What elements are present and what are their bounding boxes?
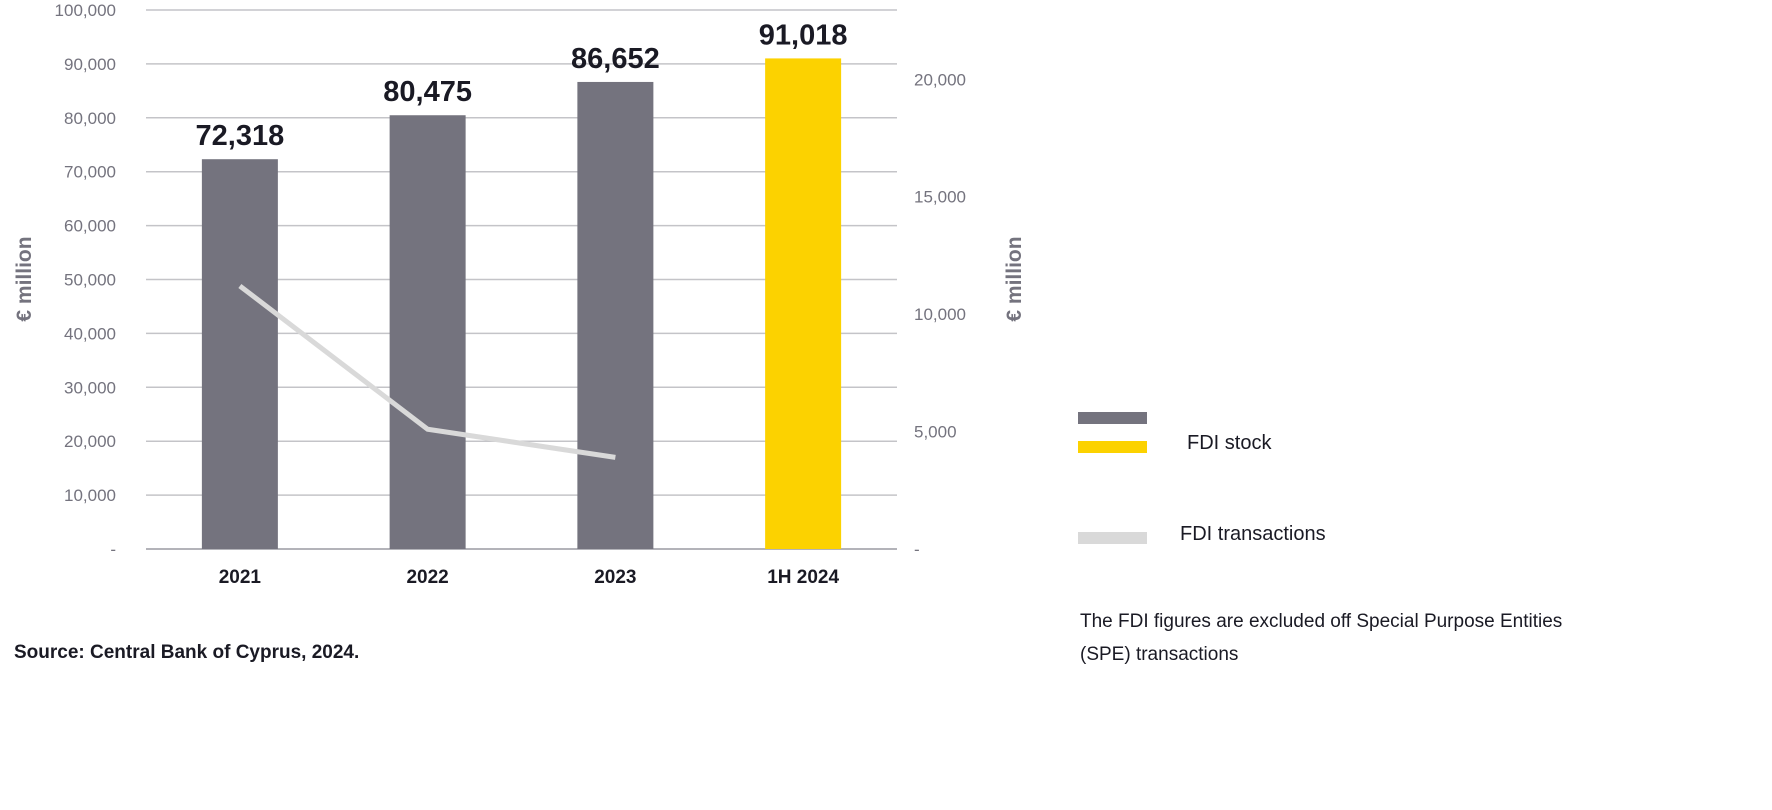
category-label: 2023 (594, 567, 636, 588)
left-tick-label: 70,000 (64, 163, 116, 182)
right-tick-label: 20,000 (914, 70, 966, 89)
left-tick-label: 20,000 (64, 432, 116, 451)
bar-2021 (201, 159, 278, 549)
legend-swatch (1078, 532, 1147, 544)
data-label: 86,652 (571, 43, 660, 75)
left-tick-label: 100,000 (55, 1, 116, 20)
data-label: 80,475 (383, 76, 472, 108)
right-tick-label: 15,000 (914, 188, 966, 207)
category-label: 2021 (219, 567, 262, 588)
legend-label-fdi-transactions: FDI transactions (1180, 523, 1326, 545)
right-tick-label: 10,000 (914, 305, 966, 324)
right-axis-title: € million (1003, 236, 1026, 321)
right-tick-label: 5,000 (914, 423, 957, 442)
bar-2022 (389, 115, 466, 550)
left-tick-label: 80,000 (64, 109, 116, 128)
bar-1H-2024 (765, 58, 842, 550)
left-tick-label: 50,000 (64, 271, 116, 290)
category-label: 2022 (406, 567, 448, 588)
category-label: 1H 2024 (767, 567, 839, 588)
legend-swatch (1078, 441, 1147, 453)
data-label: 72,318 (196, 120, 285, 152)
left-axis-title: € million (13, 236, 36, 321)
left-tick-label: 40,000 (64, 324, 116, 343)
data-label: 91,018 (759, 19, 848, 51)
bar-2023 (577, 81, 654, 550)
legend-swatch (1078, 412, 1147, 424)
fdi-transactions-line (238, 283, 616, 460)
left-tick-label: 30,000 (64, 378, 116, 397)
source-note: Source: Central Bank of Cyprus, 2024. (14, 642, 360, 663)
legend-label-fdi-stock: FDI stock (1187, 432, 1272, 454)
left-tick-label: 60,000 (64, 217, 116, 236)
left-tick-label: 90,000 (64, 55, 116, 74)
footnote: The FDI figures are excluded off Special… (1080, 611, 1563, 665)
right-tick-label: - (914, 540, 920, 559)
left-tick-label: 10,000 (64, 486, 116, 505)
left-tick-label: - (110, 540, 116, 559)
